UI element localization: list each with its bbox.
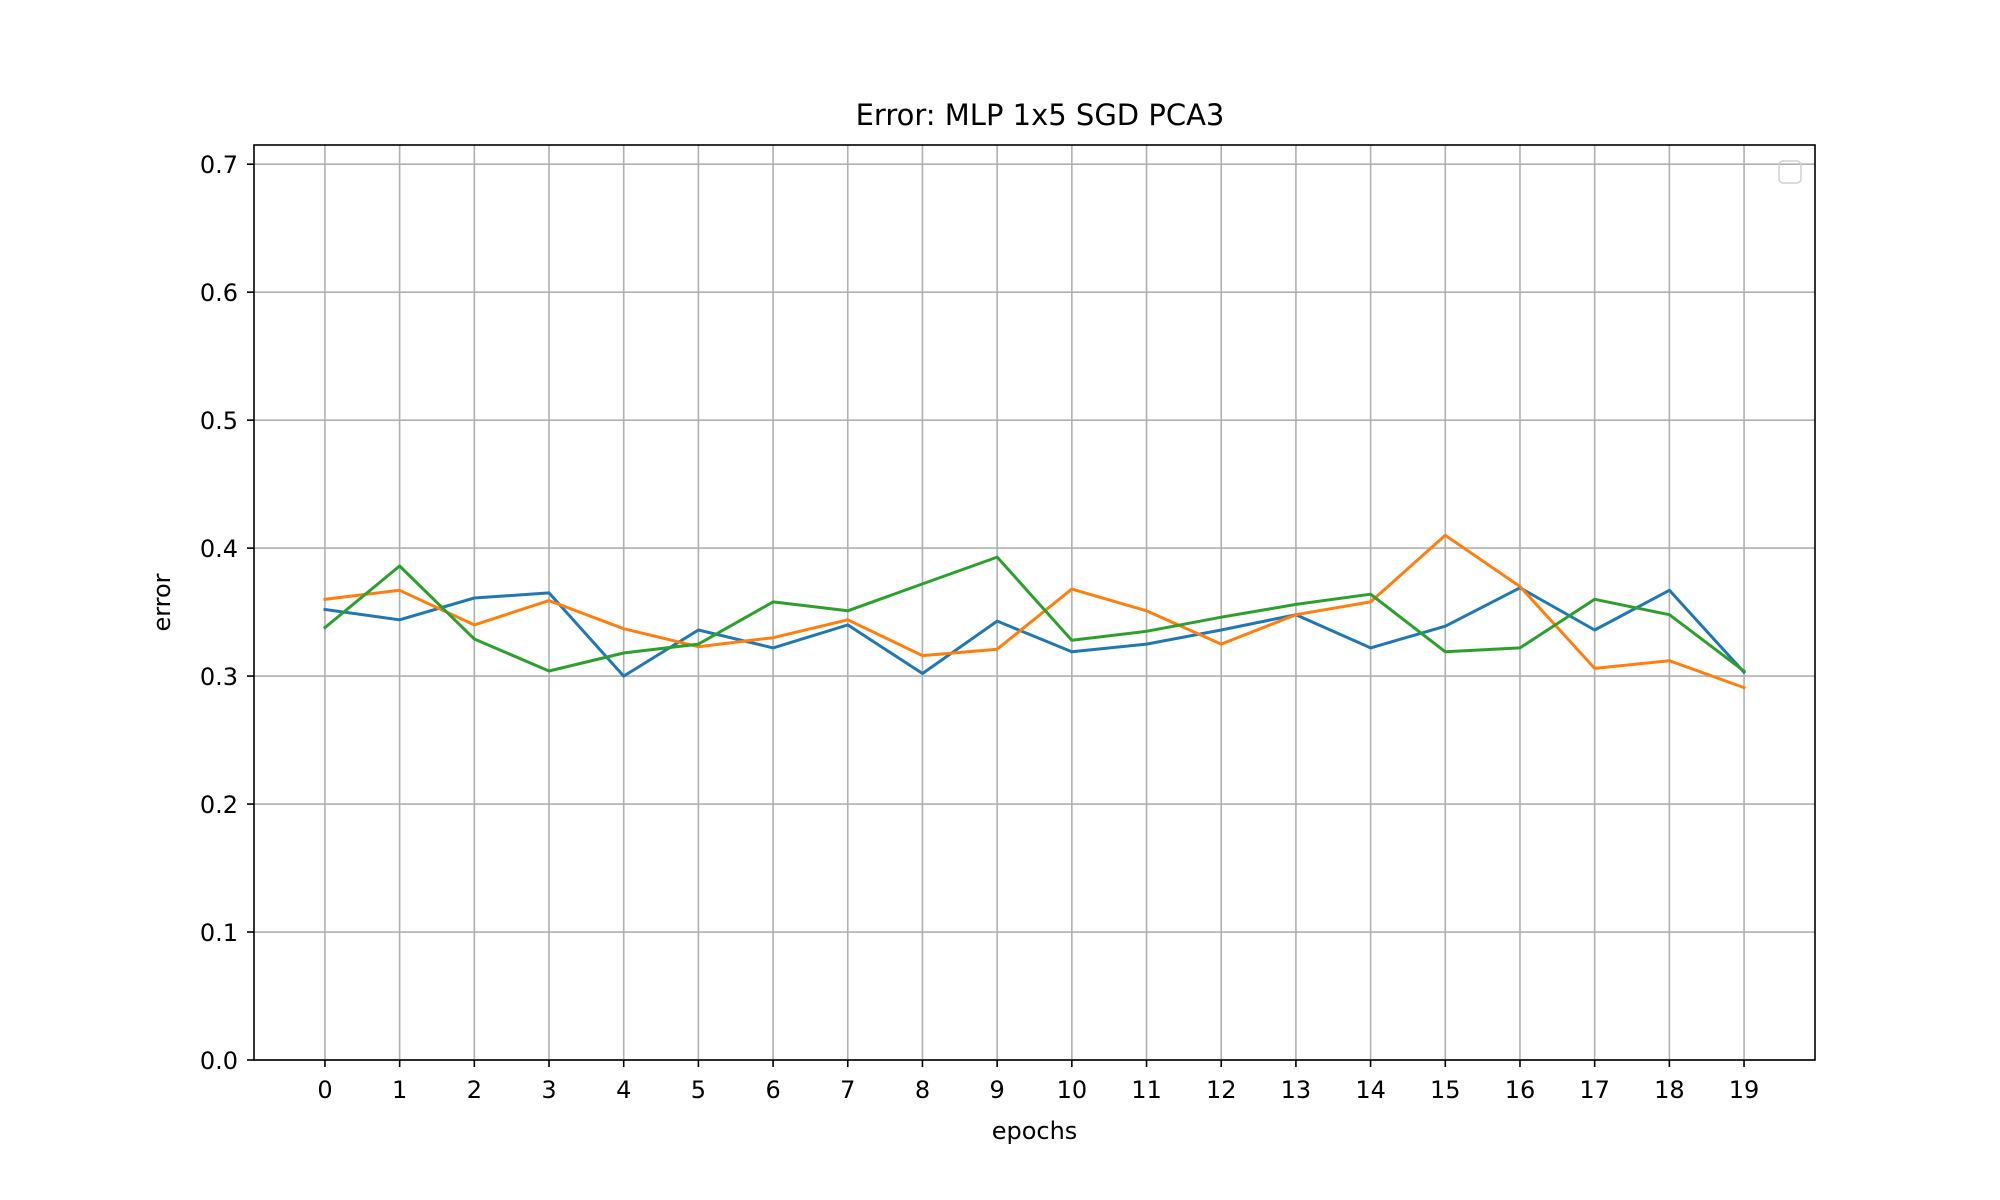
x-axis: 0 1 2 3 4 5 6 7 8 9 10 11 12 13 14 15 16 17 18 19 <box>317 1060 1759 1104</box>
x-tick-label: 15 <box>1430 1076 1461 1104</box>
y-axis: 0.0 0.1 0.2 0.3 0.4 0.5 0.6 0.7 <box>200 151 254 1075</box>
grid <box>254 145 1815 1061</box>
y-tick-label: 0.6 <box>200 279 238 307</box>
x-tick-label: 1 <box>392 1076 407 1104</box>
y-tick-label: 0.0 <box>200 1047 238 1075</box>
x-tick-label: 13 <box>1281 1076 1312 1104</box>
x-tick-label: 6 <box>765 1076 780 1104</box>
plot-frame <box>253 144 1816 1061</box>
y-tick-label: 0.1 <box>200 919 238 947</box>
legend-box <box>1778 160 1802 184</box>
series-group <box>322 533 1747 690</box>
y-axis-label: error <box>148 573 176 631</box>
y-tick-label: 0.2 <box>200 791 238 819</box>
series-line-2 <box>323 533 1746 690</box>
x-tick-label: 19 <box>1729 1076 1760 1104</box>
x-tick-label: 8 <box>915 1076 930 1104</box>
y-tick-label: 0.5 <box>200 407 238 435</box>
y-tick-label: 0.3 <box>200 663 238 691</box>
series-line-1 <box>323 586 1747 678</box>
x-tick-label: 7 <box>840 1076 855 1104</box>
x-tick-label: 16 <box>1505 1076 1536 1104</box>
x-tick-label: 11 <box>1131 1076 1162 1104</box>
x-tick-label: 5 <box>691 1076 706 1104</box>
x-tick-label: 12 <box>1206 1076 1237 1104</box>
x-tick-label: 2 <box>467 1076 482 1104</box>
chart-title: Error: MLP 1x5 SGD PCA3 <box>856 98 1225 132</box>
y-tick-label: 0.4 <box>200 535 238 563</box>
y-tick-label: 0.7 <box>200 151 238 179</box>
x-tick-label: 17 <box>1579 1076 1610 1104</box>
series-line-3 <box>322 555 1747 674</box>
x-axis-label: epochs <box>992 1117 1078 1145</box>
x-tick-label: 3 <box>541 1076 556 1104</box>
x-tick-label: 4 <box>616 1076 631 1104</box>
x-tick-label: 14 <box>1355 1076 1386 1104</box>
x-tick-label: 10 <box>1057 1076 1088 1104</box>
x-tick-label: 0 <box>317 1076 332 1104</box>
x-tick-label: 18 <box>1654 1076 1685 1104</box>
x-tick-label: 9 <box>990 1076 1005 1104</box>
